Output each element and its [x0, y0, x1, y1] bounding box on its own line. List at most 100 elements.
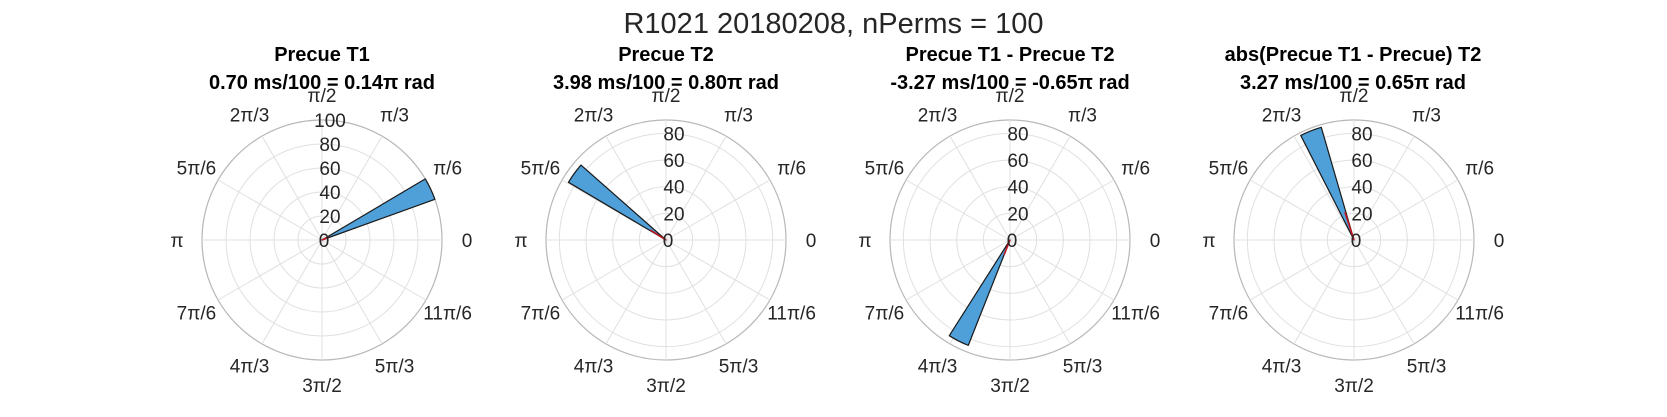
- theta-tick-label: π/6: [777, 159, 806, 180]
- mean-vector-line: [649, 229, 667, 241]
- theta-grid-spoke: [321, 239, 427, 301]
- panel-4-title: abs(Precue T1 - Precue) T2: [1224, 44, 1482, 66]
- theta-tick-label: 5π/6: [1209, 159, 1249, 180]
- theta-tick-label: 3π/2: [990, 376, 1030, 397]
- theta-grid-spoke: [1353, 179, 1459, 241]
- theta-grid-spoke: [1009, 239, 1071, 345]
- theta-grid-spoke: [605, 239, 667, 345]
- theta-grid-spoke: [605, 135, 667, 241]
- panel-2-subtitle: 3.98 ms/100 = 0.80π rad: [552, 72, 780, 94]
- mean-vector-line: [1344, 211, 1355, 241]
- theta-tick-label: 5π/6: [865, 159, 905, 180]
- theta-tick-label: 4π/3: [1262, 357, 1302, 378]
- theta-tick-label: π: [1202, 231, 1215, 252]
- theta-tick-label: π/3: [1068, 105, 1097, 126]
- theta-grid-spoke: [905, 239, 1011, 301]
- theta-grid-spoke: [261, 239, 323, 345]
- theta-grid-spoke: [1353, 135, 1415, 241]
- r-tick-label: 80: [663, 124, 684, 145]
- theta-grid-spoke: [1009, 179, 1115, 241]
- theta-tick-label: π: [514, 231, 527, 252]
- panel-3-title-block: Precue T1 - Precue T2 -3.27 ms/100 = -0.…: [840, 41, 1180, 97]
- polar-panel-1: 0 20 40 60 80 100 0 π/6 π/3 π/2 2π/3 5π/6 π 7π/6 4π/3 3…: [170, 86, 472, 397]
- r-tick-label: 40: [319, 183, 340, 204]
- r-tick-label: 80: [1007, 124, 1028, 145]
- r-tick-label: 60: [1351, 151, 1372, 172]
- r-tick-label: 20: [319, 207, 340, 228]
- theta-grid-spoke: [1009, 135, 1071, 241]
- theta-tick-label: 11π/6: [1455, 304, 1504, 325]
- r-tick-label: 0: [1351, 231, 1362, 252]
- theta-grid-spoke: [217, 239, 323, 301]
- theta-tick-label: 5π/6: [521, 159, 561, 180]
- mean-vector-line: [1003, 239, 1011, 256]
- theta-tick-label: 5π/3: [719, 357, 759, 378]
- theta-tick-label: π/2: [996, 86, 1025, 107]
- theta-tick-label: 0: [1494, 231, 1505, 252]
- theta-tick-label: 0: [462, 231, 473, 252]
- polar-panel-2: 0 20 40 60 80 0 π/6 π/3 π/2 2π/3 5π/6 π 7π/6 4π/3 3π/2…: [514, 86, 816, 397]
- r-tick-label: 40: [663, 178, 684, 199]
- r-tick-label: 60: [319, 159, 340, 180]
- polar-panel-4: 0 20 40 60 80 0 π/6 π/3 π/2 2π/3 5π/6 π 7π/6 4π/3 3π/2…: [1202, 86, 1504, 397]
- r-tick-label: 20: [1351, 204, 1372, 225]
- histogram-bar: [321, 178, 436, 241]
- r-tick-label: 0: [1007, 231, 1018, 252]
- theta-tick-label: 2π/3: [574, 105, 614, 126]
- theta-tick-label: 5π/3: [1063, 357, 1103, 378]
- theta-grid-spoke: [1249, 179, 1355, 241]
- panel-4-subtitle: 3.27 ms/100 = 0.65π rad: [1239, 72, 1467, 94]
- theta-grid-spoke: [1293, 135, 1355, 241]
- r-tick-label: 80: [319, 135, 340, 156]
- r-tick-label: 0: [319, 231, 330, 252]
- r-tick-label: 0: [663, 231, 674, 252]
- theta-tick-label: 11π/6: [423, 304, 472, 325]
- theta-tick-label: 7π/6: [1209, 304, 1249, 325]
- panel-1-subtitle: 0.70 ms/100 = 0.14π rad: [208, 72, 436, 94]
- theta-tick-label: 2π/3: [230, 105, 270, 126]
- r-tick-label: 60: [1007, 151, 1028, 172]
- r-tick-label: 40: [1007, 178, 1028, 199]
- theta-tick-label: π/6: [433, 159, 462, 180]
- theta-tick-label: 7π/6: [177, 304, 217, 325]
- r-tick-label: 100: [314, 111, 346, 132]
- r-tick-label: 80: [1351, 124, 1372, 145]
- theta-grid-spoke: [1293, 239, 1355, 345]
- theta-grid-spoke: [1249, 239, 1355, 301]
- r-tick-label: 60: [663, 151, 684, 172]
- histogram-bar: [948, 239, 1011, 346]
- theta-grid-spoke: [905, 179, 1011, 241]
- theta-tick-label: 0: [806, 231, 817, 252]
- theta-tick-label: π/3: [380, 105, 409, 126]
- figure-suptitle: R1021 20180208, nPerms = 100: [623, 8, 1044, 40]
- panel-1-title-block: Precue T1 0.70 ms/100 = 0.14π rad: [152, 41, 492, 97]
- theta-tick-label: 5π/3: [375, 357, 415, 378]
- theta-grid-spoke: [665, 179, 771, 241]
- theta-tick-label: 5π/3: [1407, 357, 1447, 378]
- theta-tick-label: π/2: [1340, 86, 1369, 107]
- theta-grid-spoke: [949, 135, 1011, 241]
- theta-tick-label: π/6: [1465, 159, 1494, 180]
- theta-grid-spoke: [665, 239, 727, 345]
- theta-grid-spoke: [321, 239, 383, 345]
- r-tick-label: 20: [1007, 204, 1028, 225]
- theta-grid-spoke: [1009, 239, 1115, 301]
- theta-tick-label: π: [858, 231, 871, 252]
- theta-grid-spoke: [217, 179, 323, 241]
- theta-tick-label: 11π/6: [767, 304, 816, 325]
- panel-4-title-block: abs(Precue T1 - Precue) T2 3.27 ms/100 =…: [1183, 41, 1523, 97]
- theta-tick-label: π/2: [652, 86, 681, 107]
- theta-tick-label: 4π/3: [574, 357, 614, 378]
- panel-2-title-block: Precue T2 3.98 ms/100 = 0.80π rad: [496, 41, 836, 97]
- histogram-bar: [567, 164, 667, 241]
- histogram-bar: [1300, 126, 1355, 241]
- theta-tick-label: 3π/2: [646, 376, 686, 397]
- theta-tick-label: π/2: [308, 86, 337, 107]
- theta-tick-label: 2π/3: [1262, 105, 1302, 126]
- panel-1-title: Precue T1: [274, 44, 370, 66]
- theta-tick-label: 4π/3: [230, 357, 270, 378]
- theta-grid-spoke: [261, 135, 323, 241]
- theta-tick-label: 3π/2: [302, 376, 342, 397]
- r-tick-label: 40: [1351, 178, 1372, 199]
- theta-grid-spoke: [561, 239, 667, 301]
